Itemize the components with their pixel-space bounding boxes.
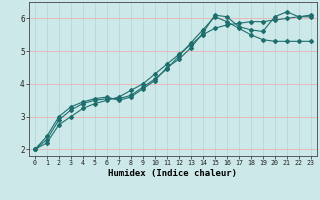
X-axis label: Humidex (Indice chaleur): Humidex (Indice chaleur) xyxy=(108,169,237,178)
